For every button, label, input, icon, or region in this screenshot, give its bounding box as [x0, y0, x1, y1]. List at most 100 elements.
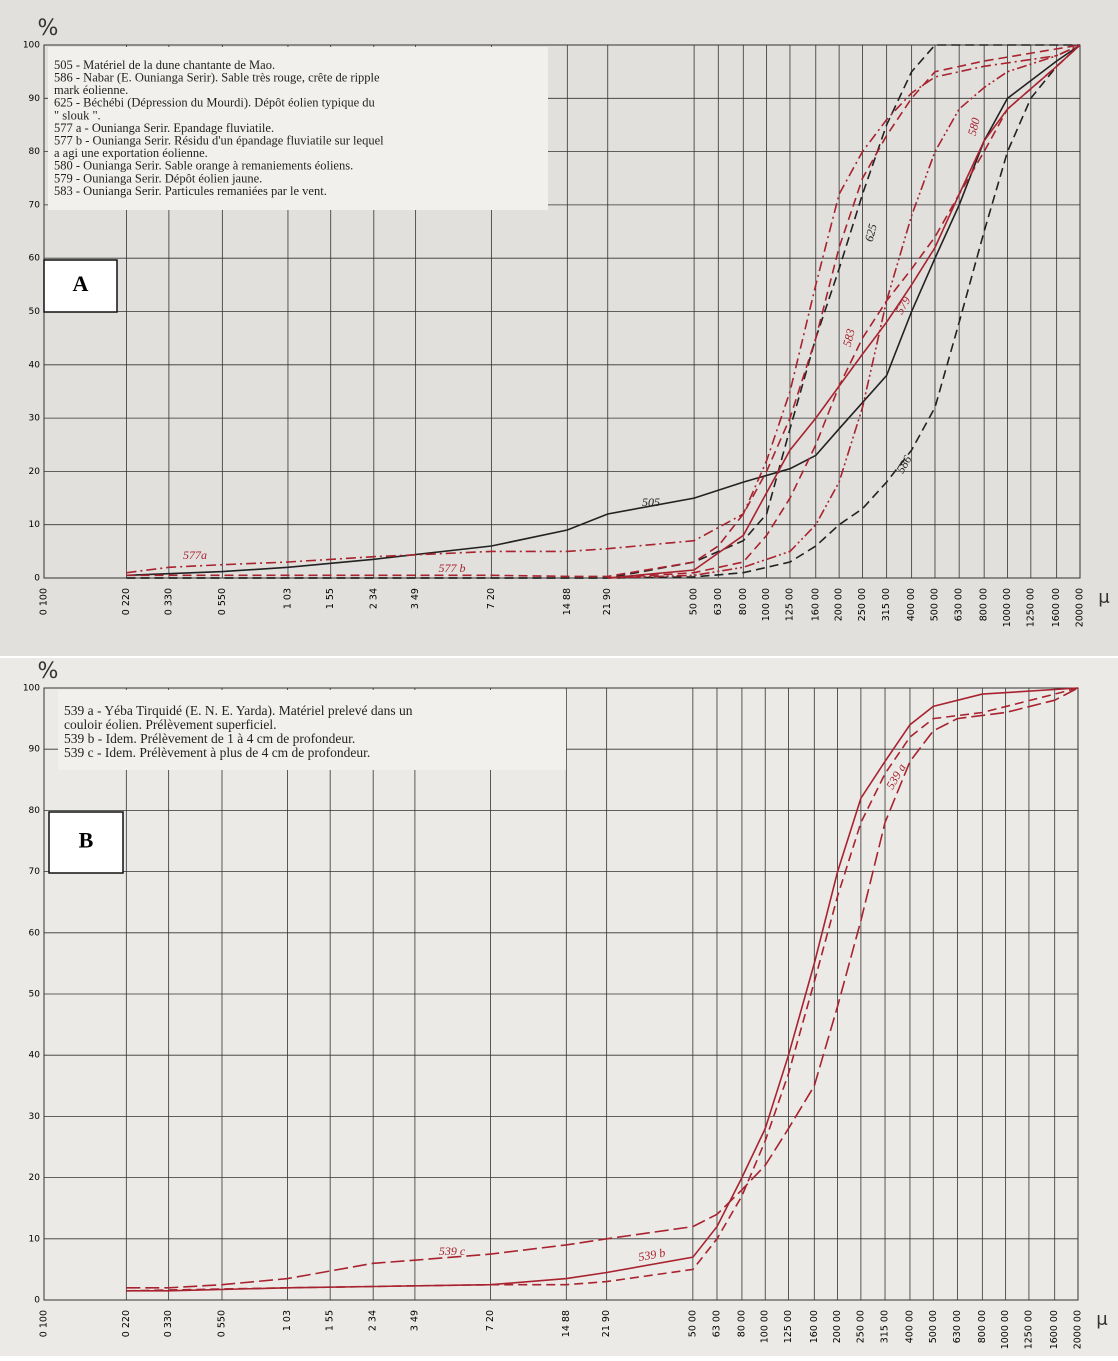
legend-text: 625 - Béchébi (Dépression du Mourdi). Dé… [54, 96, 376, 110]
x-tick-label: 50 00 [687, 1310, 698, 1337]
y-tick-label: 80 [29, 147, 41, 157]
series-line [126, 687, 1079, 1289]
x-tick-label: 100 00 [760, 1310, 771, 1343]
y-tick-label: 80 [29, 806, 41, 816]
y-tick-label: 40 [29, 360, 41, 370]
y-tick-label: 60 [29, 254, 41, 264]
series-label: 577 b [439, 561, 466, 575]
x-tick-label: 63 00 [711, 1310, 722, 1337]
x-tick-label: 1600 00 [1049, 1310, 1060, 1349]
y-tick-label: 60 [29, 928, 41, 938]
y-tick-label: 70 [29, 867, 41, 877]
series-label: 539 b [637, 1246, 666, 1264]
series-line [126, 44, 1081, 578]
y-tick-label: 100 [23, 684, 40, 694]
series-label: 580 [965, 116, 983, 137]
x-tick-label: 2 34 [368, 1310, 379, 1331]
x-tick-label: 630 00 [952, 1310, 963, 1343]
x-tick-label: 14 88 [562, 588, 573, 615]
x-tick-label: 100 00 [761, 588, 772, 621]
series-line [607, 44, 1081, 579]
y-tick-label: 20 [29, 467, 41, 477]
series-line [126, 44, 1081, 574]
x-tick-label: 21 90 [601, 1310, 612, 1337]
x-tick-label: 21 90 [602, 588, 613, 615]
x-tick-label: 500 00 [929, 588, 940, 621]
x-tick-label: 0 220 [121, 588, 132, 615]
x-tick-label: 400 00 [906, 588, 917, 621]
x-tick-label: 1 03 [282, 588, 293, 609]
series-label: 583 [840, 327, 858, 348]
legend-box [58, 690, 566, 770]
x-tick-label: 200 00 [832, 1310, 843, 1343]
legend-text: " slouk ". [54, 108, 101, 122]
legend-text: mark éolienne. [54, 83, 128, 97]
x-tick-label: 0 100 [39, 588, 50, 615]
y-tick-label: 90 [29, 745, 41, 755]
y-tick-label: 50 [29, 990, 41, 1000]
x-tick-label: 7 20 [485, 1310, 496, 1331]
series-label: 539 c [439, 1244, 466, 1258]
y-tick-label: 10 [29, 520, 41, 530]
x-tick-label: 80 00 [738, 588, 749, 615]
y-tick-label: 40 [29, 1051, 41, 1061]
x-tick-label: 7 20 [486, 588, 497, 609]
legend-text: 577 a - Ounianga Serir. Epandage fluviat… [54, 121, 274, 135]
x-tick-label: 315 00 [880, 1310, 891, 1343]
x-tick-label: 1000 00 [1000, 1310, 1011, 1349]
x-tick-label: 50 00 [689, 588, 700, 615]
series-line [126, 687, 1079, 1292]
y-tick-label: 30 [29, 1112, 41, 1122]
y-tick-label: 50 [29, 307, 41, 317]
y-axis-label: % [38, 16, 59, 41]
x-tick-label: 3 49 [409, 1310, 420, 1331]
legend-box [48, 47, 548, 210]
y-tick-label: 30 [29, 414, 41, 424]
x-tick-label: 1250 00 [1025, 588, 1036, 627]
series-label: 625 [862, 222, 880, 243]
y-tick-label: 90 [29, 94, 41, 104]
x-tick-label: 160 00 [810, 588, 821, 621]
x-tick-label: 250 00 [857, 588, 868, 621]
y-tick-label: 0 [34, 1296, 40, 1306]
x-tick-label: 125 00 [784, 588, 795, 621]
x-tick-label: 0 550 [216, 1310, 227, 1337]
panel-label: A [73, 271, 89, 296]
x-tick-label: 14 88 [561, 1310, 572, 1337]
x-axis-label: μ [1098, 587, 1110, 608]
legend-text: 505 - Matériel de la dune chantante de M… [54, 58, 275, 72]
x-tick-label: 80 00 [736, 1310, 747, 1337]
series-label: 577a [183, 548, 207, 562]
y-tick-label: 20 [29, 1173, 41, 1183]
x-tick-label: 630 00 [954, 588, 965, 621]
series-label: 505 [642, 495, 660, 509]
legend-text: 539 c - Idem. Prélèvement à plus de 4 cm… [64, 745, 370, 760]
legend-text: 579 - Ounianga Serir. Dépôt éolien jaune… [54, 171, 262, 185]
x-tick-label: 315 00 [881, 588, 892, 621]
series-line [607, 44, 1081, 579]
x-axis-label: μ [1096, 1309, 1108, 1330]
x-tick-label: 800 00 [977, 1310, 988, 1343]
x-tick-label: 500 00 [928, 1310, 939, 1343]
x-tick-label: 160 00 [809, 1310, 820, 1343]
x-tick-label: 63 00 [713, 588, 724, 615]
legend-text: 586 - Nabar (E. Ounianga Serir). Sable t… [54, 70, 380, 84]
legend-text: couloir éolien. Prélèvement superficiel. [64, 717, 277, 732]
x-tick-label: 1 55 [325, 1310, 336, 1331]
panel-label-box [43, 259, 118, 313]
series-line [607, 44, 1081, 579]
panel-label-box [48, 811, 124, 874]
x-tick-label: 0 330 [163, 1310, 174, 1337]
x-tick-label: 1600 00 [1051, 588, 1062, 627]
x-tick-label: 1000 00 [1002, 588, 1013, 627]
panel-label: B [79, 828, 94, 853]
y-axis-label: % [38, 659, 59, 684]
y-tick-label: 100 [23, 41, 40, 51]
x-tick-label: 1 55 [325, 588, 336, 609]
x-tick-label: 1 03 [282, 1310, 293, 1331]
legend-text: 580 - Ounianga Serir. Sable orange à rem… [54, 159, 353, 173]
y-tick-label: 70 [29, 200, 41, 210]
x-tick-label: 2000 00 [1075, 588, 1086, 627]
x-tick-label: 800 00 [979, 588, 990, 621]
